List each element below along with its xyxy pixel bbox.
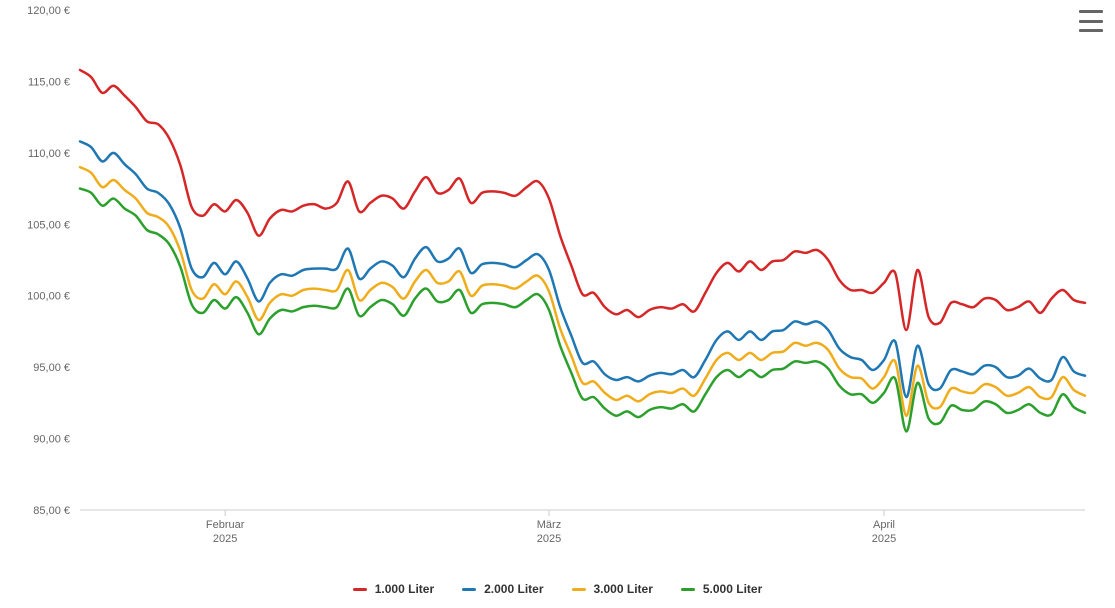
series-line [80, 189, 1085, 432]
legend-swatch [353, 588, 367, 591]
legend-label: 3.000 Liter [594, 582, 653, 596]
hamburger-icon [1079, 10, 1103, 13]
y-tick-label: 110,00 € [28, 148, 70, 160]
legend-swatch [572, 588, 586, 591]
legend-label: 2.000 Liter [484, 582, 543, 596]
x-tick-sublabel: 2025 [872, 533, 896, 545]
chart-legend: 1.000 Liter 2.000 Liter 3.000 Liter 5.000 L… [0, 582, 1115, 596]
y-tick-label: 85,00 € [33, 505, 70, 517]
legend-item[interactable]: 1.000 Liter [353, 582, 434, 596]
y-tick-label: 115,00 € [28, 76, 70, 88]
y-tick-label: 90,00 € [33, 434, 70, 446]
chart-menu-button[interactable] [1079, 8, 1103, 34]
legend-item[interactable]: 2.000 Liter [462, 582, 543, 596]
x-tick-label: April [873, 519, 895, 531]
y-tick-label: 100,00 € [27, 291, 70, 303]
chart-svg: 85,00 € 90,00 € 95,00 € 100,00 € 105,00 € 110… [0, 0, 1115, 608]
series-line [80, 141, 1085, 397]
legend-swatch [681, 588, 695, 591]
legend-item[interactable]: 3.000 Liter [572, 582, 653, 596]
legend-label: 5.000 Liter [703, 582, 762, 596]
y-tick-label: 95,00 € [33, 362, 70, 374]
y-tick-label: 120,00 € [27, 5, 70, 17]
series-line [80, 70, 1085, 330]
price-chart: 85,00 € 90,00 € 95,00 € 100,00 € 105,00 € 110… [0, 0, 1115, 608]
x-tick-label: März [537, 519, 561, 531]
legend-item[interactable]: 5.000 Liter [681, 582, 762, 596]
x-tick-label: Februar [206, 519, 245, 531]
y-tick-label: 105,00 € [27, 219, 70, 231]
legend-label: 1.000 Liter [375, 582, 434, 596]
legend-swatch [462, 588, 476, 591]
x-tick-sublabel: 2025 [213, 533, 237, 545]
x-tick-sublabel: 2025 [537, 533, 561, 545]
